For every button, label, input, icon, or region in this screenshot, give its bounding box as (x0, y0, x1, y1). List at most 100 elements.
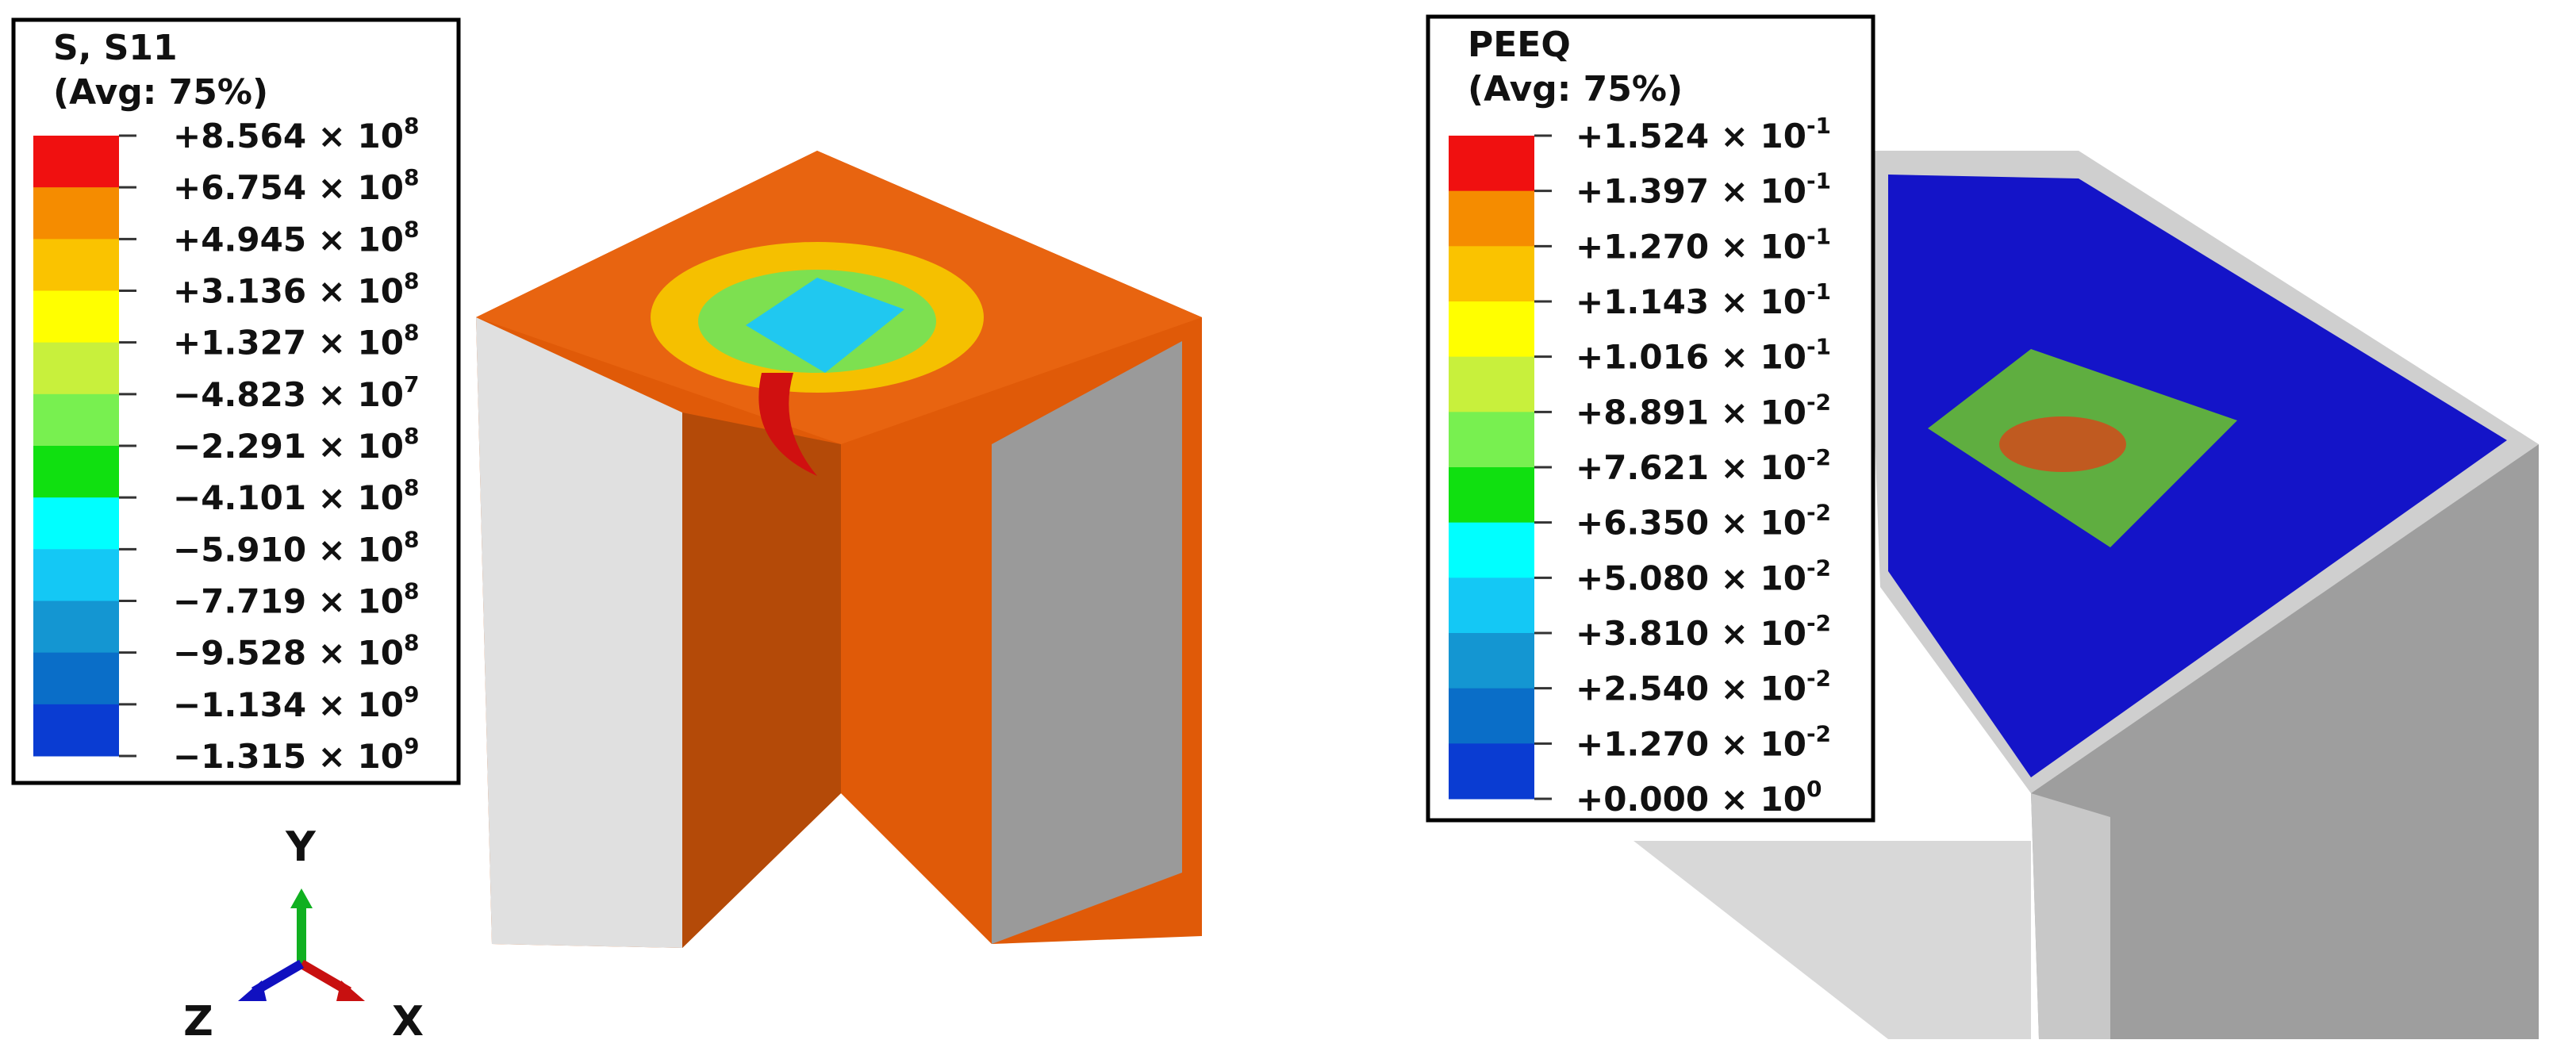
model-cut (682, 412, 841, 948)
label-mantissa: +1.016 × 10 (1576, 338, 1806, 377)
legend-label: −2.291 × 108 (173, 423, 419, 466)
label-exponent: -1 (1806, 278, 1831, 305)
legend-label: −1.134 × 109 (173, 681, 419, 724)
color-band (33, 136, 119, 188)
y-arrowhead (290, 888, 313, 908)
label-exponent: 8 (404, 164, 419, 190)
label-exponent: 9 (404, 733, 419, 759)
label-exponent: 8 (404, 113, 419, 139)
legend-label: +7.621 × 10-2 (1576, 444, 1831, 487)
model-side (476, 317, 682, 948)
legend-label: +4.945 × 108 (173, 216, 419, 259)
legend-label: −9.528 × 108 (173, 630, 419, 673)
plastic-core (1999, 416, 2126, 472)
label-exponent: 8 (404, 578, 419, 604)
color-band (33, 393, 119, 447)
label-mantissa: +8.564 × 10 (173, 117, 404, 155)
label-mantissa: −9.528 × 10 (173, 634, 404, 673)
legend-title: (Avg: 75%) (53, 72, 268, 113)
legend-label: +1.524 × 10-1 (1576, 113, 1831, 155)
model-floor (1634, 841, 2031, 1039)
label-mantissa: +2.540 × 10 (1576, 670, 1806, 708)
label-mantissa: +1.270 × 10 (1576, 227, 1806, 266)
legend-label: +1.016 × 10-1 (1576, 334, 1831, 377)
legend-label: +1.143 × 10-1 (1576, 278, 1831, 321)
legend-label: +1.270 × 10-2 (1576, 720, 1831, 763)
label-exponent: 8 (404, 423, 419, 449)
legend-label: +6.350 × 10-2 (1576, 500, 1831, 543)
color-band (1449, 356, 1534, 412)
label-mantissa: −1.315 × 10 (173, 737, 404, 776)
contour (746, 278, 904, 373)
legend: PEEQ(Avg: 75%)+1.524 × 10-1+1.397 × 10-1… (1426, 14, 1875, 823)
label-mantissa: +4.945 × 10 (173, 220, 404, 259)
label-exponent: -1 (1806, 334, 1831, 360)
legends: S, S11(Avg: 75%)+8.564 × 108+6.754 × 108… (11, 14, 1875, 823)
legend-label: −4.823 × 107 (173, 371, 419, 414)
model-edge (2031, 793, 2110, 1039)
color-band (33, 652, 119, 705)
label-mantissa: −7.719 × 10 (173, 582, 404, 621)
label-exponent: -2 (1806, 500, 1831, 526)
label-exponent: 7 (404, 371, 419, 397)
color-band (33, 187, 119, 240)
color-band (1449, 136, 1534, 192)
x-label: X (392, 998, 424, 1046)
legend-label: −7.719 × 108 (173, 578, 419, 621)
z-label: Z (183, 998, 213, 1046)
legend-label: +1.397 × 10-1 (1576, 168, 1831, 211)
color-band (33, 342, 119, 395)
label-mantissa: +3.810 × 10 (1576, 614, 1806, 653)
label-mantissa: −1.134 × 10 (173, 685, 404, 724)
label-exponent: 8 (404, 630, 419, 656)
label-exponent: 8 (404, 320, 419, 346)
label-exponent: 8 (404, 474, 419, 501)
label-exponent: 8 (404, 526, 419, 552)
contour (758, 373, 817, 476)
legend-label: +5.080 × 10-2 (1576, 554, 1831, 597)
label-exponent: -1 (1806, 168, 1831, 194)
label-exponent: -2 (1806, 554, 1831, 581)
legend-label: −4.101 × 108 (173, 474, 419, 517)
color-band (1449, 467, 1534, 524)
label-mantissa: +1.270 × 10 (1576, 724, 1806, 763)
color-band (33, 497, 119, 550)
model-side-right (992, 341, 1182, 944)
label-mantissa: +6.754 × 10 (173, 168, 404, 207)
label-mantissa: +0.000 × 10 (1576, 780, 1806, 819)
color-band (1449, 633, 1534, 689)
label-mantissa: +1.397 × 10 (1576, 172, 1806, 211)
label-exponent: -2 (1806, 389, 1831, 415)
legend-label: −5.910 × 108 (173, 526, 419, 569)
legend: S, S11(Avg: 75%)+8.564 × 108+6.754 × 108… (11, 17, 461, 785)
label-exponent: -1 (1806, 223, 1831, 249)
label-exponent: 9 (404, 681, 419, 708)
color-band (1449, 190, 1534, 247)
right-model (1634, 151, 2539, 1039)
color-band (33, 549, 119, 601)
label-mantissa: −4.823 × 10 (173, 375, 404, 414)
label-mantissa: −4.101 × 10 (173, 478, 404, 517)
color-band (33, 290, 119, 343)
color-band (1449, 522, 1534, 578)
color-band (1449, 301, 1534, 358)
label-exponent: -2 (1806, 610, 1831, 636)
label-mantissa: +8.891 × 10 (1576, 393, 1806, 432)
label-exponent: -2 (1806, 666, 1831, 692)
color-band (1449, 577, 1534, 634)
y-label: Y (285, 823, 317, 871)
color-band (33, 600, 119, 654)
color-band (33, 446, 119, 498)
label-exponent: 0 (1806, 776, 1822, 802)
label-mantissa: +6.350 × 10 (1576, 504, 1806, 543)
label-mantissa: +1.524 × 10 (1576, 117, 1806, 155)
label-mantissa: −5.910 × 10 (173, 530, 404, 569)
legend-label: +1.270 × 10-1 (1576, 223, 1831, 266)
legend-label: −1.315 × 109 (173, 733, 419, 776)
legend-title: (Avg: 75%) (1468, 69, 1683, 109)
legend-title: PEEQ (1468, 25, 1571, 65)
color-band (1449, 246, 1534, 302)
model-top (1888, 175, 2507, 777)
